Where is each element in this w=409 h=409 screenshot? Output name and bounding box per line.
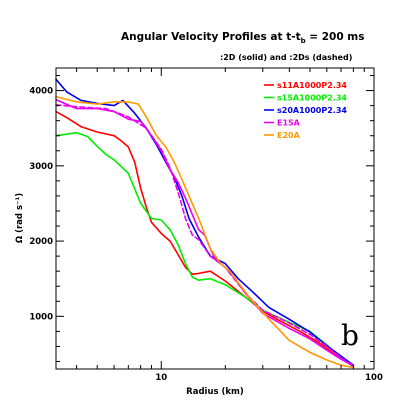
panel-label: b — [341, 319, 359, 352]
y-tick-label: 3000 — [29, 162, 53, 172]
x-tick-label: 10 — [155, 373, 167, 383]
chart-subtitle: :2D (solid) and :2Ds (dashed) — [220, 53, 352, 62]
chart-title-subscript: b — [301, 37, 306, 45]
series-line-e20a — [55, 95, 355, 369]
legend-entry: s11A1000P2.34 — [277, 81, 347, 90]
legend: s11A1000P2.34 s15A1000P2.34 s20A1000P2.34 E… — [264, 81, 347, 140]
chart-title-tail: = 200 ms — [306, 31, 365, 43]
y-tick-label: 1000 — [29, 312, 53, 322]
legend-entry: s20A1000P2.34 — [277, 106, 347, 115]
x-tick-label: 100 — [365, 373, 383, 383]
plot-area — [55, 78, 355, 369]
series-line-e15a-dashed — [55, 104, 355, 367]
y-tick-label: 2000 — [29, 237, 53, 247]
series-line-e15a — [55, 98, 355, 367]
series-line-s15a1000p2.34 — [55, 131, 355, 368]
chart-title-main: Angular Velocity Profiles at t-t — [121, 31, 301, 43]
chart-title: Angular Velocity Profiles at t-tb = 200 … — [121, 31, 364, 45]
series-line-s11a1000p2.34 — [55, 110, 355, 368]
svg-text:Angular Velocity Profiles at t: Angular Velocity Profiles at t-tb = 200 … — [121, 31, 364, 45]
legend-entry: E15A — [277, 119, 301, 128]
y-tick-label: 4000 — [29, 87, 53, 97]
series-line-s20a1000p2.34 — [55, 78, 355, 366]
legend-entry: E20A — [277, 131, 301, 140]
legend-entry: s15A1000P2.34 — [277, 94, 347, 103]
y-axis-label: Ω (rad s⁻¹) — [15, 193, 25, 243]
axis-ticks: 10 100 1000 2000 3000 4000 — [29, 68, 383, 383]
x-axis-label: Radius (km) — [186, 387, 244, 397]
plot-frame — [55, 67, 375, 370]
